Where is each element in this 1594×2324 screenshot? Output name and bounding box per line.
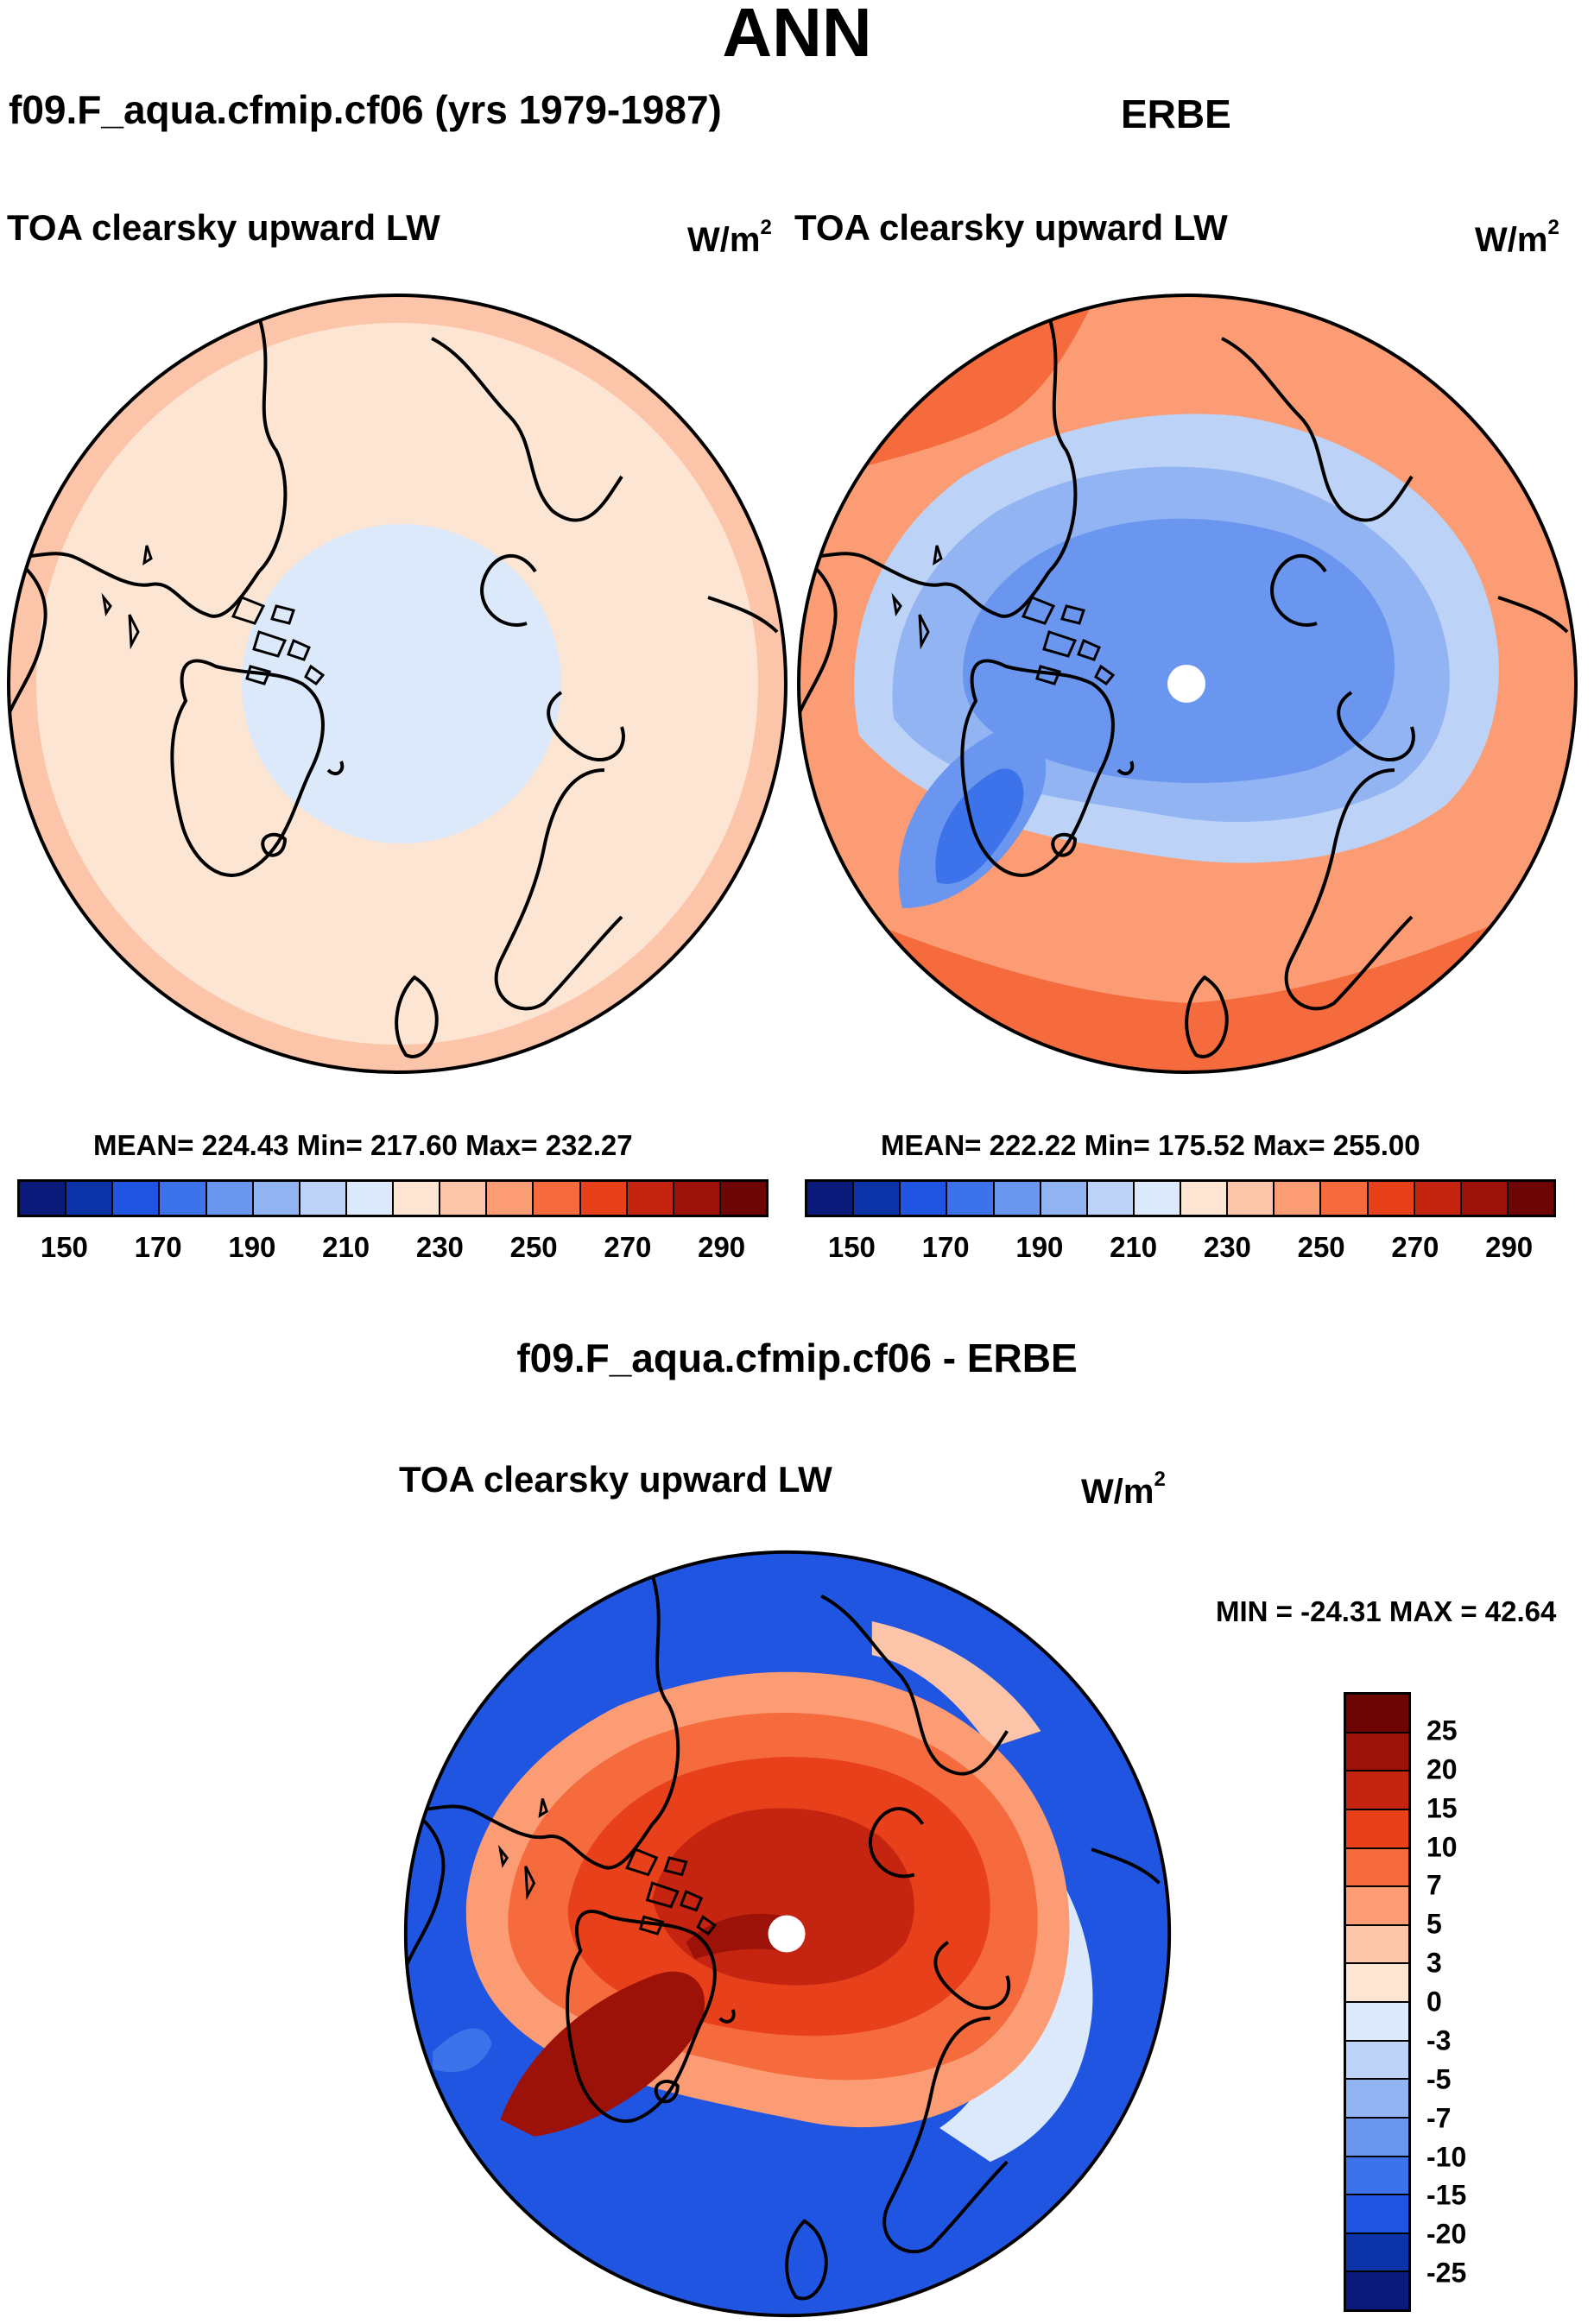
- colorbar-tick-label: 5: [1426, 1908, 1442, 1940]
- colorbar-cell: [854, 1182, 901, 1215]
- colorbar-cell: [1346, 1848, 1408, 1888]
- colorbar-tick-label: 270: [1391, 1231, 1439, 1263]
- colorbar-cell: [1275, 1182, 1322, 1215]
- colorbar-tick-label: 170: [921, 1231, 970, 1263]
- colorbar-tick-label: 0: [1426, 1986, 1442, 2018]
- diff-panel-title: f09.F_aqua.cfmip.cf06 - ERBE: [516, 1336, 1078, 1380]
- colorbar-tick-label: 270: [604, 1231, 652, 1263]
- colorbar-cell: [1346, 1964, 1408, 2003]
- colorbar-cell: [1368, 1182, 1415, 1215]
- colorbar-cell: [1346, 1887, 1408, 1926]
- colorbar-cell: [1346, 2003, 1408, 2042]
- colorbar-cell: [1346, 1925, 1408, 1965]
- colorbar-cell: [1346, 1733, 1408, 1772]
- colorbar-tick-label: 3: [1426, 1947, 1442, 1979]
- left-units-label: W/m2: [687, 216, 772, 259]
- colorbar-tick-label: 250: [509, 1231, 558, 1263]
- colorbar-cell: [1346, 2233, 1408, 2273]
- colorbar-tick-label: -7: [1426, 2102, 1452, 2134]
- colorbar-tick-label: 190: [1015, 1231, 1064, 1263]
- colorbar-cell: [807, 1182, 855, 1215]
- colorbar-cell: [1346, 1809, 1408, 1849]
- colorbar-cell: [160, 1182, 207, 1215]
- colorbar-cell: [1041, 1182, 1088, 1215]
- colorbar-cell: [947, 1182, 995, 1215]
- colorbar-tick-label: 10: [1426, 1831, 1458, 1862]
- colorbar-cell: [253, 1182, 300, 1215]
- colorbar-tick-label: 150: [827, 1231, 876, 1263]
- colorbar-cell: [1134, 1182, 1181, 1215]
- colorbar-cell: [901, 1182, 948, 1215]
- colorbar-tick-label: 250: [1297, 1231, 1345, 1263]
- colorbar-cell: [113, 1182, 161, 1215]
- colorbar-cell: [20, 1182, 67, 1215]
- right-variable-label: TOA clearsky upward LW: [794, 207, 1228, 248]
- colorbar-cell: [1346, 2118, 1408, 2157]
- colorbar-cell: [1461, 1182, 1509, 1215]
- colorbar-tick-label: 150: [40, 1231, 88, 1263]
- colorbar-tick-label: 230: [1203, 1231, 1251, 1263]
- colorbar-tick-label: 170: [134, 1231, 182, 1263]
- colorbar-cell: [440, 1182, 488, 1215]
- colorbar-cell: [1346, 2080, 1408, 2119]
- right-units-label: W/m2: [1475, 216, 1559, 259]
- left-colorbar: [17, 1179, 769, 1217]
- colorbar-tick-label: 290: [698, 1231, 746, 1263]
- left-panel-title: f09.F_aqua.cfmip.cf06 (yrs 1979-1987): [9, 87, 722, 132]
- right-polar-map: [797, 294, 1578, 1074]
- colorbar-cell: [300, 1182, 347, 1215]
- colorbar-tick-label: -10: [1426, 2141, 1467, 2172]
- colorbar-cell: [534, 1182, 581, 1215]
- right-colorbar: [805, 1179, 1556, 1217]
- colorbar-tick-label: -3: [1426, 2024, 1452, 2056]
- colorbar-tick-label: -20: [1426, 2218, 1467, 2250]
- colorbar-tick-label: 7: [1426, 1869, 1442, 1901]
- colorbar-tick-label: 210: [1110, 1231, 1158, 1263]
- colorbar-tick-label: -5: [1426, 2063, 1452, 2095]
- colorbar-tick-label: -15: [1426, 2179, 1467, 2211]
- colorbar-cell: [994, 1182, 1041, 1215]
- colorbar-cell: [1346, 1695, 1408, 1734]
- colorbar-cell: [66, 1182, 114, 1215]
- left-variable-label: TOA clearsky upward LW: [7, 207, 440, 248]
- colorbar-tick-label: 15: [1426, 1792, 1458, 1824]
- colorbar-cell: [627, 1182, 674, 1215]
- left-stats: MEAN= 224.43 Min= 217.60 Max= 232.27: [93, 1129, 633, 1161]
- colorbar-tick-label: 290: [1485, 1231, 1534, 1263]
- colorbar-tick-label: 190: [228, 1231, 276, 1263]
- diff-colorbar: [1344, 1692, 1411, 2312]
- colorbar-tick-label: 230: [415, 1231, 464, 1263]
- diff-variable-label: TOA clearsky upward LW: [399, 1459, 832, 1500]
- colorbar-cell: [674, 1182, 721, 1215]
- left-polar-map: [7, 294, 788, 1074]
- colorbar-cell: [394, 1182, 441, 1215]
- diff-units-label: W/m2: [1081, 1468, 1166, 1511]
- diff-polar-map: [403, 1550, 1172, 2318]
- colorbar-cell: [1087, 1182, 1135, 1215]
- colorbar-cell: [1228, 1182, 1275, 1215]
- colorbar-tick-label: 25: [1426, 1715, 1458, 1746]
- colorbar-cell: [1346, 1771, 1408, 1810]
- colorbar-cell: [1414, 1182, 1462, 1215]
- colorbar-cell: [346, 1182, 394, 1215]
- colorbar-tick-label: 20: [1426, 1753, 1458, 1785]
- colorbar-tick-label: -25: [1426, 2257, 1467, 2289]
- colorbar-cell: [487, 1182, 534, 1215]
- colorbar-cell: [580, 1182, 628, 1215]
- figure-title: ANN: [722, 0, 872, 71]
- right-stats: MEAN= 222.22 Min= 175.52 Max= 255.00: [881, 1129, 1420, 1161]
- colorbar-cell: [1346, 2272, 1408, 2309]
- colorbar-cell: [1321, 1182, 1369, 1215]
- right-panel-title: ERBE: [1121, 92, 1231, 136]
- colorbar-cell: [1346, 2195, 1408, 2234]
- colorbar-cell: [1346, 2157, 1408, 2196]
- colorbar-cell: [1181, 1182, 1229, 1215]
- colorbar-cell: [1508, 1182, 1553, 1215]
- diff-min-max: MIN = -24.31 MAX = 42.64: [1216, 1595, 1557, 1627]
- colorbar-tick-label: 210: [322, 1231, 370, 1263]
- colorbar-cell: [1346, 2041, 1408, 2081]
- colorbar-cell: [720, 1182, 766, 1215]
- colorbar-cell: [206, 1182, 254, 1215]
